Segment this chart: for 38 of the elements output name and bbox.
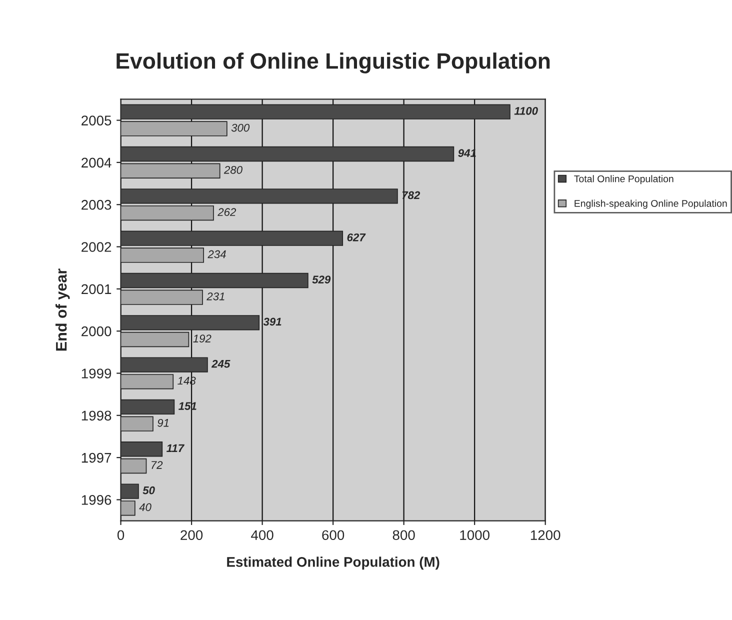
y-tick-label: 2001 bbox=[82, 284, 112, 294]
data-label: 262 bbox=[218, 208, 236, 216]
legend-label: Total Online Population bbox=[574, 175, 674, 184]
legend-label: English-speaking Online Population bbox=[574, 200, 727, 209]
x-tick-label: 0 bbox=[117, 530, 124, 540]
x-tick-label: 400 bbox=[251, 530, 274, 540]
data-label: 72 bbox=[152, 461, 163, 469]
x-tick-label: 200 bbox=[180, 530, 203, 540]
data-label: 280 bbox=[224, 166, 242, 174]
y-tick-label: 1998 bbox=[82, 410, 112, 421]
data-label: 1100 bbox=[514, 106, 538, 115]
y-tick-label: 2002 bbox=[82, 242, 112, 252]
y-tick-label: 1996 bbox=[82, 495, 112, 505]
y-tick-label: 2005 bbox=[82, 116, 112, 126]
y-axis-title: End of year bbox=[56, 268, 70, 351]
x-tick-label: 1200 bbox=[530, 530, 560, 540]
data-label: 627 bbox=[347, 233, 366, 242]
x-axis-title: Estimated Online Population (M) bbox=[227, 556, 440, 570]
chart-title: Evolution of Online Linguistic Population bbox=[116, 52, 550, 74]
data-label: 91 bbox=[158, 418, 169, 427]
data-label: 245 bbox=[211, 360, 230, 368]
data-label: 117 bbox=[166, 444, 184, 452]
x-tick-label: 600 bbox=[322, 530, 344, 540]
y-tick-label: 2004 bbox=[82, 158, 112, 168]
x-tick-label: 1000 bbox=[460, 530, 490, 540]
data-label: 300 bbox=[231, 124, 250, 132]
data-label: 529 bbox=[312, 276, 331, 284]
x-tick-label: 800 bbox=[392, 530, 415, 540]
y-tick-label: 2000 bbox=[82, 326, 112, 336]
data-label: 192 bbox=[193, 334, 212, 342]
data-label: 231 bbox=[206, 292, 224, 300]
y-tick-label: 1999 bbox=[82, 368, 112, 378]
data-label: 50 bbox=[142, 486, 155, 494]
y-tick-label: 2003 bbox=[82, 200, 112, 210]
y-tick-label: 1997 bbox=[82, 452, 112, 463]
data-label: 234 bbox=[208, 250, 226, 258]
data-label: 391 bbox=[263, 318, 282, 326]
data-label: 40 bbox=[139, 503, 152, 512]
